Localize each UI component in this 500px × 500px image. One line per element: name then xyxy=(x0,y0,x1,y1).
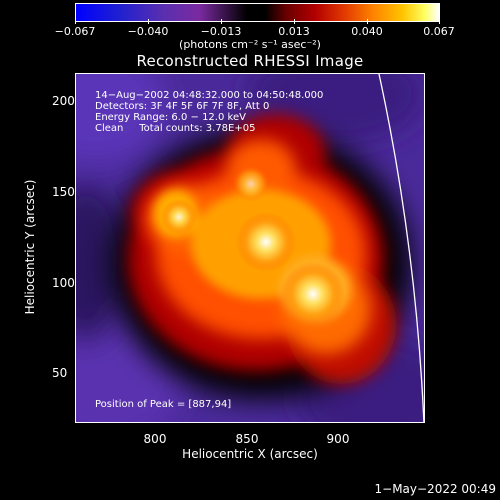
y-tick-label: 150 xyxy=(52,185,75,199)
y-tick-label: 100 xyxy=(52,276,75,290)
colorbar-tickmark xyxy=(439,19,440,24)
colorbar-tick-label: 0.040 xyxy=(351,25,383,38)
image-title: Reconstructed RHESSI Image xyxy=(136,52,364,70)
x-tick-label: 850 xyxy=(235,432,259,446)
rhessi-image xyxy=(76,74,424,422)
image-plot: 14−Aug−2002 04:48:32.000 to 04:50:48.000… xyxy=(75,73,425,423)
info-detectors: Detectors: 3F 4F 5F 6F 7F 8F, Att 0 xyxy=(95,101,270,112)
info-clean-counts: Clean Total counts: 3.78E+05 xyxy=(95,123,256,134)
colorbar-tickmark xyxy=(75,19,76,24)
info-energy-range: Energy Range: 6.0 − 12.0 keV xyxy=(95,112,246,123)
colorbar-tickmark xyxy=(367,19,368,24)
colorbar-tick-label: 0.013 xyxy=(278,25,310,38)
colorbar xyxy=(75,3,440,22)
x-axis-label: Heliocentric X (arcsec) xyxy=(182,447,318,461)
colorbar-tick-label: −0.067 xyxy=(54,25,96,38)
colorbar-tick-label: −0.013 xyxy=(200,25,242,38)
y-axis-label: Heliocentric Y (arcsec) xyxy=(23,179,37,315)
x-tick-label: 900 xyxy=(326,432,350,446)
colorbar-units: (photons cm⁻² s⁻¹ asec⁻²) xyxy=(179,38,321,51)
colorbar-tick-label: −0.040 xyxy=(127,25,169,38)
y-tick-label: 50 xyxy=(52,366,68,380)
colorbar-tickmark xyxy=(148,19,149,24)
colorbar-tick-label: 0.067 xyxy=(423,25,455,38)
render-timestamp: 1−May−2022 00:49 xyxy=(374,482,497,496)
colorbar-tickmark xyxy=(221,19,222,24)
info-peak-position: Position of Peak = [887,94] xyxy=(95,399,232,410)
colorbar-tickmark xyxy=(294,19,295,24)
x-tick-label: 800 xyxy=(143,432,167,446)
info-time-range: 14−Aug−2002 04:48:32.000 to 04:50:48.000 xyxy=(95,90,324,101)
y-tick-label: 200 xyxy=(52,94,75,108)
